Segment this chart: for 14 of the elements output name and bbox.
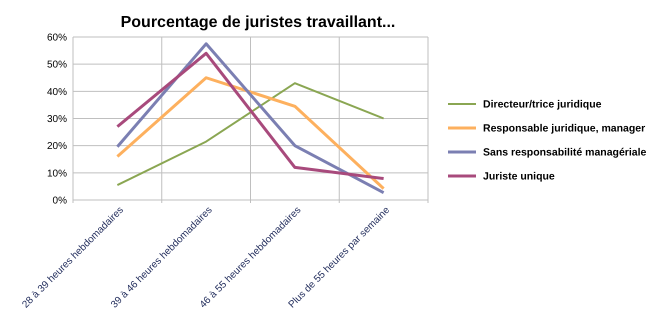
chart-title: Pourcentage de juristes travaillant... <box>120 14 396 31</box>
line-series <box>116 42 386 194</box>
line-series <box>116 52 386 180</box>
legend-label: Responsable juridique, manager <box>483 122 646 135</box>
y-tick-label: 30% <box>46 114 68 125</box>
y-tick-label: 10% <box>46 168 68 180</box>
y-tick-label: 0% <box>52 196 68 206</box>
y-tick-label: 60% <box>46 32 68 44</box>
legend-label: Juriste unique <box>483 170 555 183</box>
legend-label: Directeur/trice juridique <box>483 98 602 111</box>
legend-label: Sans responsabilité managériale <box>483 146 647 159</box>
y-tick-label: 50% <box>46 60 68 71</box>
y-tick-label: 40% <box>46 86 68 98</box>
y-tick-label: 20% <box>46 141 68 152</box>
